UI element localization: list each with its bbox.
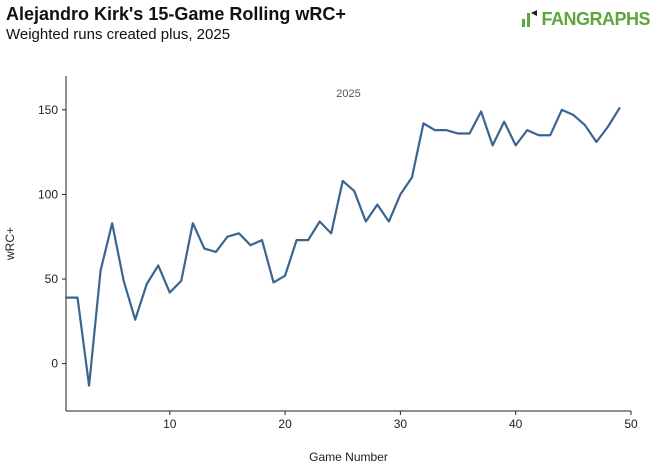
- chart-subtitle: Weighted runs created plus, 2025: [6, 26, 231, 43]
- series-line: [64, 107, 621, 387]
- chart-series: [64, 107, 621, 387]
- logo-text: FANGRAPHS: [541, 8, 650, 29]
- x-tick-label: 40: [509, 417, 523, 431]
- chart-axes: [65, 76, 631, 412]
- y-tick-label: 150: [38, 103, 58, 117]
- chart-ticks: 10 20 30 40 50 0 50 100 150: [38, 103, 638, 431]
- y-tick-label: 50: [45, 272, 59, 286]
- x-tick-label: 50: [624, 417, 638, 431]
- fangraphs-leaf-icon: [522, 10, 538, 27]
- y-axis-label: wRC+: [3, 227, 17, 261]
- season-annotation: 2025: [336, 88, 360, 100]
- x-tick-label: 30: [394, 417, 408, 431]
- y-tick-label: 0: [51, 357, 58, 371]
- fangraphs-logo: FANGRAPHS: [520, 8, 650, 30]
- x-tick-label: 20: [278, 417, 292, 431]
- x-axis-label: Game Number: [309, 450, 388, 464]
- x-tick-label: 10: [163, 417, 177, 431]
- chart-title: Alejandro Kirk's 15-Game Rolling wRC+: [6, 4, 346, 24]
- y-tick-label: 100: [38, 187, 58, 201]
